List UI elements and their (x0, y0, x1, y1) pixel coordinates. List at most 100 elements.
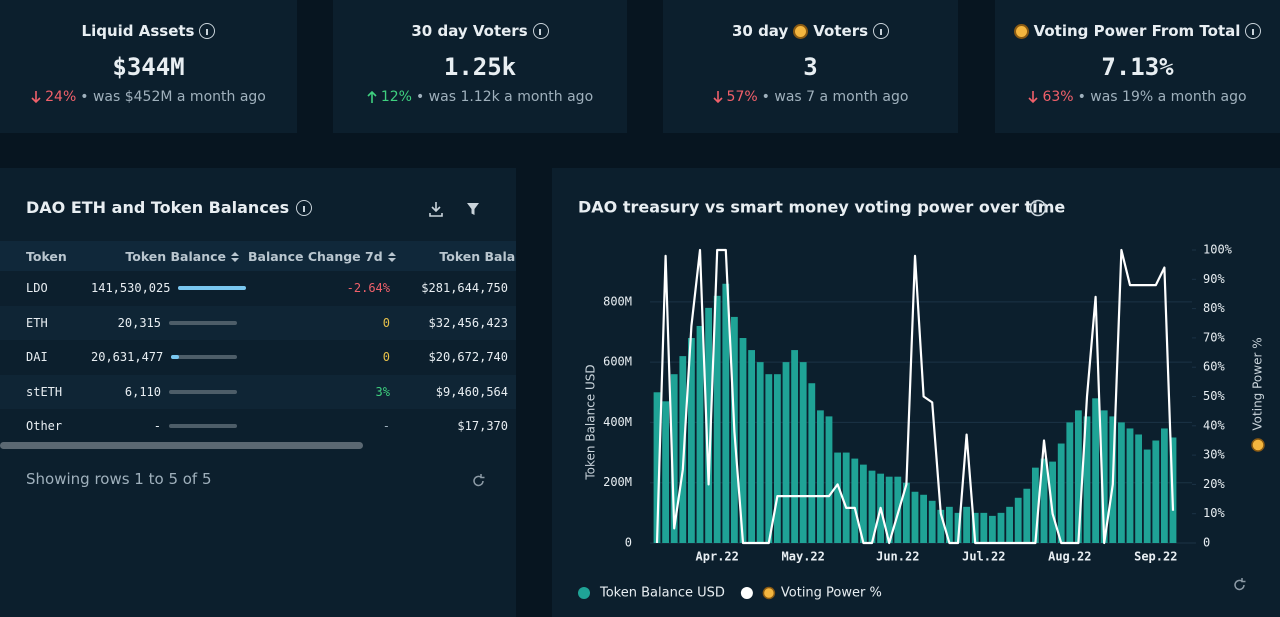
info-icon[interactable] (873, 23, 890, 39)
arrow (367, 90, 377, 103)
info-icon[interactable] (1245, 23, 1262, 39)
sort-arrows (387, 252, 396, 262)
table-header: DAO ETH and Token Balances (26, 198, 313, 217)
y-tick-label: 800M (603, 294, 632, 308)
kpi-title-text: 30 day (731, 22, 789, 40)
face-icon (1013, 23, 1029, 39)
cell: Other (0, 409, 90, 444)
change-note: • was 7 a month ago (761, 89, 909, 105)
kpi-value: 3 (803, 53, 818, 81)
table-row: Other - - $17,370 (0, 409, 516, 444)
balance-track (178, 286, 247, 291)
bar (1135, 434, 1142, 543)
kpi-card: 30 day Voters 3 57% • was 7 a month ago (663, 0, 958, 133)
cell: $281,644,750 (398, 271, 516, 306)
bar (1100, 410, 1108, 543)
token-value: $17,370 (457, 419, 508, 434)
bar (1118, 422, 1125, 543)
info-icon[interactable] (199, 23, 216, 39)
bar (1014, 497, 1022, 543)
y-tick-label: 400M (603, 415, 632, 429)
bar (662, 401, 669, 543)
bar (825, 416, 833, 543)
token-value: $9,460,564 (435, 384, 508, 399)
token-name: DAI (26, 350, 48, 365)
bar (799, 362, 807, 543)
bar (1152, 440, 1160, 543)
bar (920, 494, 927, 543)
bar (748, 350, 755, 543)
token-name: LDO (26, 281, 48, 296)
filter-icon[interactable] (467, 203, 479, 215)
cell: LDO (0, 271, 90, 306)
x-tick-label: May.22 (782, 550, 825, 564)
kpi-card: Liquid Assets $344M 24% • was $452M a month… (0, 0, 297, 133)
x-tick-label: Aug.22 (1048, 550, 1091, 564)
cell: 0 (248, 305, 398, 340)
kpi-value: $344M (112, 53, 185, 81)
scrollbar[interactable] (0, 442, 363, 449)
bar (834, 452, 841, 543)
change-note: • was 1.12k a month ago (415, 89, 594, 105)
kpi-change: 12% • was 1.12k a month ago (333, 89, 627, 105)
legend-label: Voting Power % (781, 586, 882, 601)
cell: 20,315 (90, 305, 248, 340)
balance-track (169, 320, 237, 325)
balance-bar (178, 286, 247, 291)
token-balance: 141,530,025 (91, 281, 171, 296)
x-tick-label: Apr.22 (696, 550, 739, 564)
table-row: DAI 20,631,477 0 $20,672,740 (0, 340, 516, 375)
cell: DAI (0, 340, 90, 375)
token-value: $281,644,750 (421, 281, 508, 296)
kpi-title-text: Voters (813, 22, 869, 40)
bar (739, 338, 747, 543)
y2-axis-label: Voting Power % (1251, 337, 1265, 430)
kpi-title-text: Liquid Assets (81, 22, 195, 40)
table-panel: DAO ETH and Token Balances Token Token Ba… (0, 168, 516, 617)
balance-track (171, 355, 237, 360)
legend-label: Token Balance USD (599, 586, 725, 601)
cell: -2.64% (248, 271, 398, 306)
balance-change: -2.64% (346, 281, 390, 296)
bar (1006, 506, 1013, 543)
download-icon[interactable] (429, 202, 443, 217)
face-icon (793, 23, 809, 39)
bar (885, 476, 893, 543)
change-arrow (31, 91, 41, 104)
balance-cell: 20,315 (91, 316, 247, 330)
bar (989, 515, 996, 543)
info-icon[interactable] (296, 199, 313, 216)
token-balance: 20,631,477 (91, 350, 164, 365)
bar (696, 325, 704, 543)
y2-tick-label: 0 (1203, 536, 1210, 550)
y-tick-label: 600M (603, 355, 632, 369)
column-header-text: Token Balance (439, 248, 516, 264)
bar (860, 464, 867, 543)
info-icon[interactable] (532, 23, 549, 39)
balance-track (169, 389, 237, 394)
y2-tick-label: 40% (1203, 418, 1225, 432)
chart: DAO treasury vs smart money voting power… (578, 198, 1265, 601)
toolbar (429, 202, 479, 217)
cell: stETH (0, 374, 90, 409)
table-row: LDO 141,530,025 -2.64% $281,644,750 (0, 271, 516, 306)
column-header: Token Balance (90, 241, 248, 271)
token-balance: 6,110 (124, 384, 161, 399)
token-name: ETH (26, 315, 48, 330)
y2-tick-label: 100% (1203, 243, 1233, 257)
cell: 141,530,025 (90, 271, 248, 306)
refresh-icon[interactable] (1234, 578, 1246, 591)
bar (1032, 467, 1039, 543)
kpi-change: 57% • was 7 a month ago (663, 89, 958, 105)
balance-cell: 141,530,025 (91, 281, 247, 295)
refresh-icon[interactable] (471, 473, 487, 489)
change-percent: 57% (726, 89, 758, 105)
balance-change: 0 (382, 350, 390, 365)
balance-change: - (382, 419, 390, 434)
bar (791, 350, 798, 543)
table-title: DAO ETH and Token Balances (26, 198, 290, 217)
token-balance: - (153, 419, 161, 434)
token-value: $20,672,740 (428, 350, 508, 365)
cell: 0 (248, 340, 398, 375)
info-icon[interactable] (1029, 199, 1047, 217)
